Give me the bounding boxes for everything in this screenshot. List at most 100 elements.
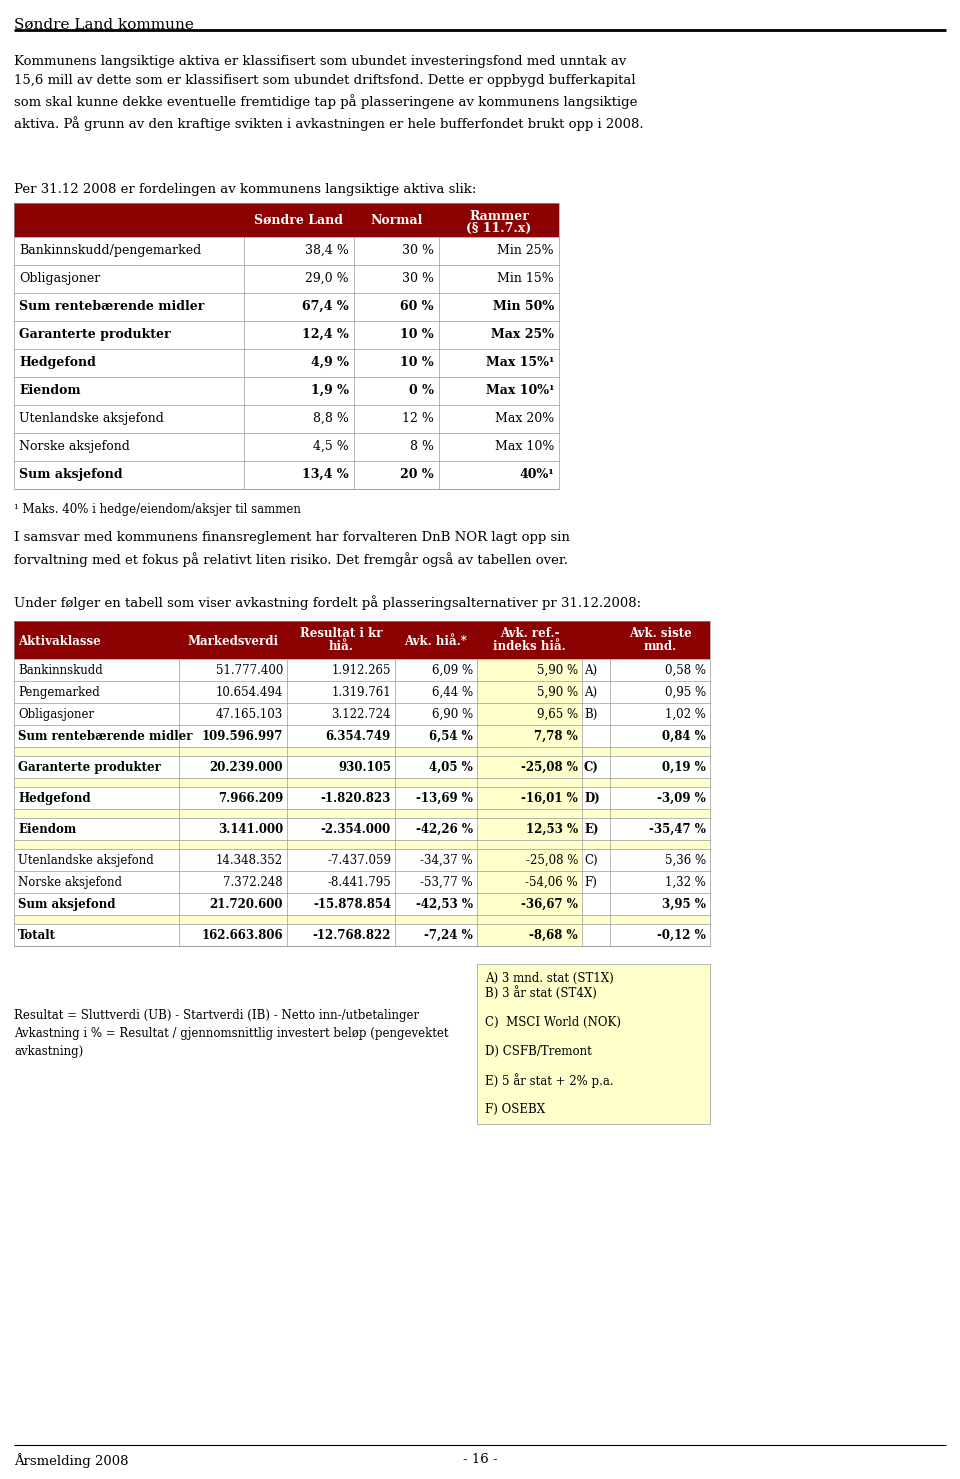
Text: -15.878.854: -15.878.854	[313, 898, 391, 911]
Text: 6,09 %: 6,09 %	[432, 664, 473, 677]
Text: mnd.: mnd.	[643, 640, 677, 654]
Text: Rammer: Rammer	[469, 210, 529, 223]
Text: Eiendom: Eiendom	[19, 385, 81, 396]
Bar	[477, 680, 582, 703]
Bar	[477, 840, 582, 849]
Text: C): C)	[584, 853, 598, 867]
Text: -7,24 %: -7,24 %	[424, 929, 473, 942]
Text: A): A)	[584, 664, 597, 677]
Bar	[477, 703, 582, 725]
Text: 0 %: 0 %	[409, 385, 434, 396]
Bar	[14, 621, 710, 947]
Text: 30 %: 30 %	[402, 244, 434, 257]
Bar	[14, 818, 710, 840]
Bar	[14, 703, 710, 725]
Text: 12 %: 12 %	[402, 413, 434, 424]
Bar	[477, 747, 582, 756]
Text: B) 3 år stat (ST4X): B) 3 år stat (ST4X)	[485, 986, 597, 1000]
Bar	[14, 377, 559, 405]
Text: Totalt: Totalt	[18, 929, 56, 942]
Text: 1,02 %: 1,02 %	[665, 708, 706, 720]
Text: -2.354.000: -2.354.000	[321, 822, 391, 836]
Text: 40%¹: 40%¹	[519, 467, 554, 481]
Text: Max 10%¹: Max 10%¹	[486, 385, 554, 396]
Bar	[477, 924, 582, 947]
Text: Sum rentebærende midler: Sum rentebærende midler	[19, 300, 204, 314]
Bar	[477, 818, 582, 840]
Text: Hedgefond: Hedgefond	[18, 791, 90, 805]
Text: 30 %: 30 %	[402, 272, 434, 285]
Text: 7.372.248: 7.372.248	[224, 876, 283, 889]
Text: 29,0 %: 29,0 %	[305, 272, 349, 285]
Text: 5,36 %: 5,36 %	[665, 853, 706, 867]
Bar	[14, 840, 710, 849]
Text: 0,19 %: 0,19 %	[662, 762, 706, 774]
Text: C): C)	[584, 762, 599, 774]
Text: 1.912.265: 1.912.265	[331, 664, 391, 677]
Text: 930.105: 930.105	[338, 762, 391, 774]
Bar	[14, 787, 710, 809]
Text: 3.141.000: 3.141.000	[218, 822, 283, 836]
Text: Per 31.12 2008 er fordelingen av kommunens langsiktige aktiva slik:: Per 31.12 2008 er fordelingen av kommune…	[14, 183, 476, 197]
Bar	[14, 747, 710, 756]
Text: -42,53 %: -42,53 %	[416, 898, 473, 911]
Text: 5,90 %: 5,90 %	[537, 664, 578, 677]
Text: 13,4 %: 13,4 %	[302, 467, 349, 481]
Text: Max 15%¹: Max 15%¹	[486, 356, 554, 368]
Bar	[477, 871, 582, 893]
Bar	[477, 660, 582, 680]
Text: Sum aksjefond: Sum aksjefond	[18, 898, 115, 911]
Text: Aktivaklasse: Aktivaklasse	[18, 634, 101, 648]
Text: 10 %: 10 %	[400, 328, 434, 342]
Text: 0,95 %: 0,95 %	[665, 686, 706, 700]
Text: F) OSEBX: F) OSEBX	[485, 1102, 545, 1115]
Text: Max 10%: Max 10%	[494, 439, 554, 453]
Bar	[14, 203, 559, 490]
Bar	[14, 916, 710, 924]
Text: 9,65 %: 9,65 %	[537, 708, 578, 720]
Bar	[14, 893, 710, 916]
Text: -1.820.823: -1.820.823	[321, 791, 391, 805]
Text: -7.437.059: -7.437.059	[327, 853, 391, 867]
Text: Bankinnskudd/pengemarked: Bankinnskudd/pengemarked	[19, 244, 202, 257]
Text: 1.319.761: 1.319.761	[331, 686, 391, 700]
Text: Utenlandske aksjefond: Utenlandske aksjefond	[19, 413, 164, 424]
Text: -12.768.822: -12.768.822	[313, 929, 391, 942]
Bar	[14, 321, 559, 349]
Bar	[14, 725, 710, 747]
Text: 10.654.494: 10.654.494	[216, 686, 283, 700]
Text: Bankinnskudd: Bankinnskudd	[18, 664, 103, 677]
Text: 10 %: 10 %	[400, 356, 434, 368]
Bar	[477, 778, 582, 787]
Text: Under følger en tabell som viser avkastning fordelt på plasseringsalternativer p: Under følger en tabell som viser avkastn…	[14, 595, 641, 609]
Bar	[14, 871, 710, 893]
Bar	[14, 405, 559, 433]
Bar	[477, 756, 582, 778]
Text: 21.720.600: 21.720.600	[209, 898, 283, 911]
Text: 6,90 %: 6,90 %	[432, 708, 473, 720]
Text: 47.165.103: 47.165.103	[216, 708, 283, 720]
Text: 67,4 %: 67,4 %	[302, 300, 349, 314]
Text: 4,9 %: 4,9 %	[311, 356, 349, 368]
Text: 4,5 %: 4,5 %	[313, 439, 349, 453]
Text: 1,9 %: 1,9 %	[311, 385, 349, 396]
Text: -8.441.795: -8.441.795	[327, 876, 391, 889]
Text: -34,37 %: -34,37 %	[420, 853, 473, 867]
Text: Min 15%: Min 15%	[497, 272, 554, 285]
Text: A): A)	[584, 686, 597, 700]
Text: 51.777.400: 51.777.400	[216, 664, 283, 677]
Text: Max 25%: Max 25%	[492, 328, 554, 342]
Text: 14.348.352: 14.348.352	[216, 853, 283, 867]
Text: Hedgefond: Hedgefond	[19, 356, 96, 368]
Text: 20.239.000: 20.239.000	[209, 762, 283, 774]
Text: -53,77 %: -53,77 %	[420, 876, 473, 889]
Text: Obligasjoner: Obligasjoner	[19, 272, 100, 285]
Bar	[14, 433, 559, 461]
Text: Obligasjoner: Obligasjoner	[18, 708, 94, 720]
Text: Avk. ref.-: Avk. ref.-	[500, 627, 560, 640]
Bar	[14, 237, 559, 265]
Bar	[14, 621, 710, 660]
Text: ¹ Maks. 40% i hedge/eiendom/aksjer til sammen: ¹ Maks. 40% i hedge/eiendom/aksjer til s…	[14, 503, 300, 516]
Text: 109.596.997: 109.596.997	[202, 731, 283, 742]
Bar	[14, 809, 710, 818]
